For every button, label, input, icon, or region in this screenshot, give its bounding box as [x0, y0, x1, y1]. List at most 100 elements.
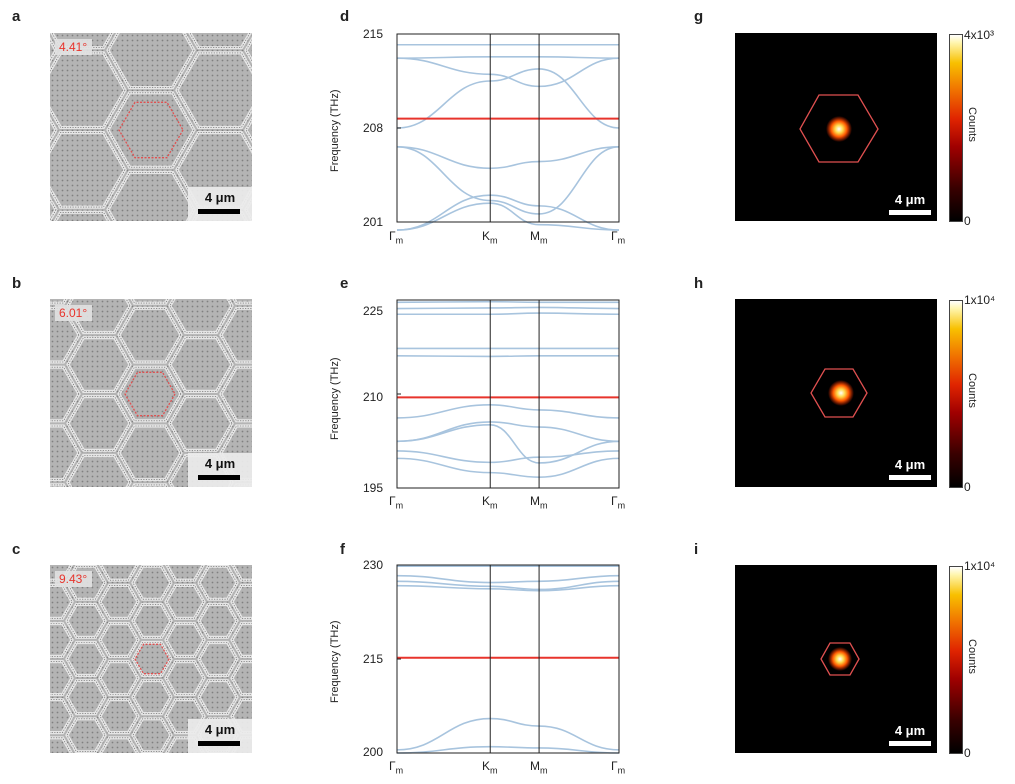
band-line — [396, 404, 620, 419]
panel-label-f: f — [340, 541, 345, 558]
y-tick-label: 225 — [362, 304, 383, 318]
band-line — [396, 56, 620, 59]
moire-cell — [175, 51, 252, 130]
y-tick-label: 230 — [362, 558, 383, 572]
moire-cell-dots — [66, 680, 106, 714]
scalebar-label: 4 μm — [204, 722, 236, 737]
x-tick-label: Km — [482, 759, 498, 776]
colorbar-max-label: 4x10³ — [964, 28, 995, 42]
hexagon-outline — [820, 642, 860, 676]
x-tick-label: Γm — [611, 494, 626, 511]
colorbar — [949, 566, 963, 754]
moire-cell-dots — [50, 623, 73, 657]
colorbar-title: Counts — [966, 107, 978, 142]
scalebar-label: 4 μm — [894, 723, 926, 738]
panel-label-h: h — [694, 275, 704, 292]
moire-cell-dots — [198, 604, 238, 638]
colorbar-min-label: 0 — [964, 214, 971, 228]
x-tick-label: Mm — [530, 494, 548, 511]
moire-cell-dots — [165, 623, 205, 657]
x-tick-label: Γm — [389, 759, 404, 776]
band-line — [396, 457, 620, 478]
moire-cell — [130, 299, 170, 305]
moire-cell — [230, 659, 252, 697]
moire-cell-dots — [66, 642, 106, 676]
moire-cell — [66, 394, 132, 452]
moire-cell — [50, 365, 81, 423]
band-structure-e — [396, 299, 620, 489]
moire-cell-dots — [99, 699, 139, 733]
panel-label-a: a — [12, 8, 21, 25]
moire-cell-dots — [99, 661, 139, 695]
scalebar — [889, 741, 931, 746]
band-plot-area — [396, 299, 620, 489]
scalebar-box — [188, 187, 252, 221]
band-line — [396, 146, 620, 170]
moire-cell-dots — [165, 661, 205, 695]
pl-emission-graphic — [810, 368, 868, 418]
moire-cell — [98, 736, 140, 753]
emission-spot — [826, 116, 852, 142]
cavity-outline — [118, 101, 184, 159]
colorbar-title: Counts — [966, 373, 978, 408]
moire-cell-dots — [132, 680, 172, 714]
moire-cell — [244, 116, 252, 144]
scalebar-label: 4 μm — [204, 190, 236, 205]
moire-cell — [230, 621, 252, 659]
moire-cell — [168, 299, 234, 335]
moire-cell — [188, 33, 252, 50]
sem-image-b: 6.01° 4 μm — [50, 299, 252, 487]
x-tick-label: Γm — [389, 494, 404, 511]
pl-emission-graphic — [799, 94, 879, 163]
panel-label-c: c — [12, 541, 21, 558]
moire-lattice-graphic — [50, 33, 252, 221]
x-tick-label: Km — [482, 494, 498, 511]
hexagon-outline — [810, 368, 868, 418]
colorbar-max-label: 1x10⁴ — [964, 559, 996, 573]
moire-cell-dots — [66, 718, 106, 752]
moire-cell — [66, 453, 132, 487]
x-tick-label: Km — [482, 229, 498, 246]
colorbar-min-label: 0 — [964, 746, 971, 760]
band-line — [396, 300, 619, 304]
scalebar-label: 4 μm — [894, 457, 926, 472]
twist-angle-label: 4.41° — [55, 39, 93, 55]
hexagon-outline — [799, 94, 879, 163]
y-tick-label: 201 — [362, 215, 383, 229]
plot-frame — [396, 299, 620, 489]
twist-angle-label: 9.43° — [55, 571, 93, 587]
moire-cell-dots — [198, 642, 238, 676]
scalebar — [198, 475, 240, 480]
moire-cell — [117, 365, 183, 423]
scalebar — [889, 210, 931, 215]
band-structure-f — [396, 564, 620, 754]
moire-cell — [168, 394, 234, 452]
pl-map-h: 4 μm — [735, 299, 937, 487]
band-line — [396, 580, 620, 591]
pl-map-i: 4 μm — [735, 565, 937, 753]
scalebar — [198, 741, 240, 746]
moire-cell — [117, 424, 183, 482]
scalebar — [889, 475, 931, 480]
moire-cell — [106, 170, 196, 221]
band-plot-area — [396, 564, 620, 754]
moire-cell — [230, 698, 252, 735]
band-line — [396, 194, 620, 231]
cavity-outline — [134, 643, 170, 675]
moire-cell-dots — [100, 565, 138, 581]
band-plot-area — [396, 33, 620, 231]
moire-cell — [219, 306, 252, 364]
y-tick-label: 200 — [362, 745, 383, 759]
moire-cell — [50, 736, 74, 753]
moire-cell-dots — [50, 585, 73, 619]
moire-cell — [168, 336, 234, 394]
moire-cell — [230, 583, 252, 620]
moire-cell — [106, 33, 196, 90]
x-tick-label: Mm — [530, 759, 548, 776]
moire-cell-dots — [50, 661, 73, 695]
y-tick-label: 195 — [362, 481, 383, 495]
moire-cell-dots — [166, 565, 204, 581]
y-axis-label: Frequency (THz) — [329, 357, 341, 440]
moire-cell — [50, 483, 67, 487]
emission-spot — [828, 380, 854, 406]
